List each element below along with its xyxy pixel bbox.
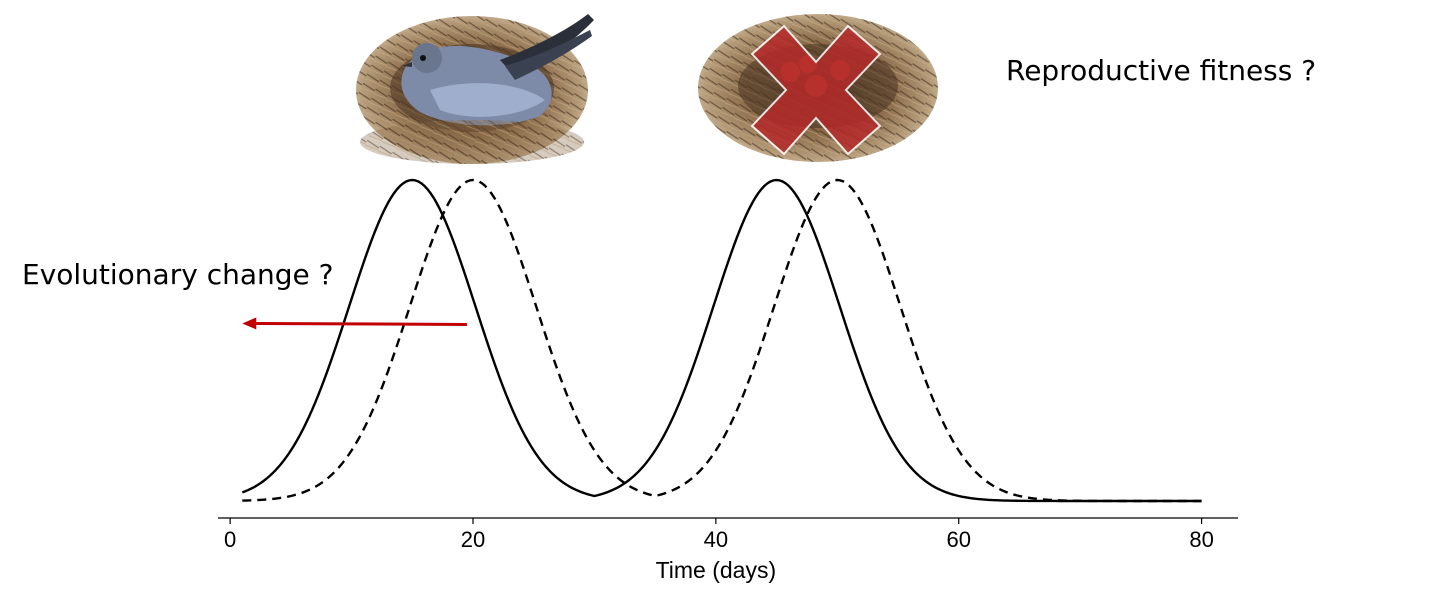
x-axis-label: Time (days): [656, 557, 777, 583]
bird-in-nest-icon: [356, 14, 594, 164]
x-tick-label: 0: [224, 527, 236, 552]
solid-series-line: [241, 178, 1202, 503]
x-tick-label: 40: [704, 527, 728, 552]
arrow-shaft: [252, 321, 467, 326]
x-tick-label: 20: [461, 527, 485, 552]
x-tick-label: 60: [946, 527, 970, 552]
red-x-overlay: [750, 24, 882, 156]
dashed-series-line: [242, 178, 1202, 503]
x-tick-label: 80: [1189, 527, 1213, 552]
reproductive-fitness-label: Reproductive fitness ?: [1006, 54, 1317, 87]
failed-nest-icon: [698, 14, 938, 162]
evolution-arrow: [242, 317, 467, 330]
arrow-head: [242, 317, 257, 330]
x-axis: 0 20 40 60 80 Time (days): [218, 517, 1238, 583]
evolutionary-change-label: Evolutionary change ?: [22, 258, 334, 291]
plot-area: [241, 178, 1202, 503]
